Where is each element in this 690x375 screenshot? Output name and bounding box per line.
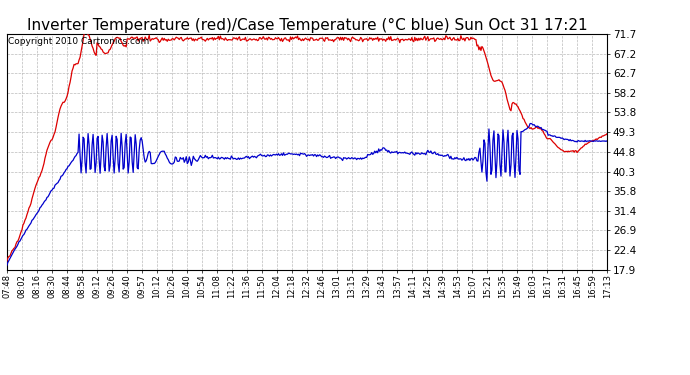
Title: Inverter Temperature (red)/Case Temperature (°C blue) Sun Oct 31 17:21: Inverter Temperature (red)/Case Temperat… [27,18,587,33]
Text: Copyright 2010 Cartronics.com: Copyright 2010 Cartronics.com [8,37,149,46]
